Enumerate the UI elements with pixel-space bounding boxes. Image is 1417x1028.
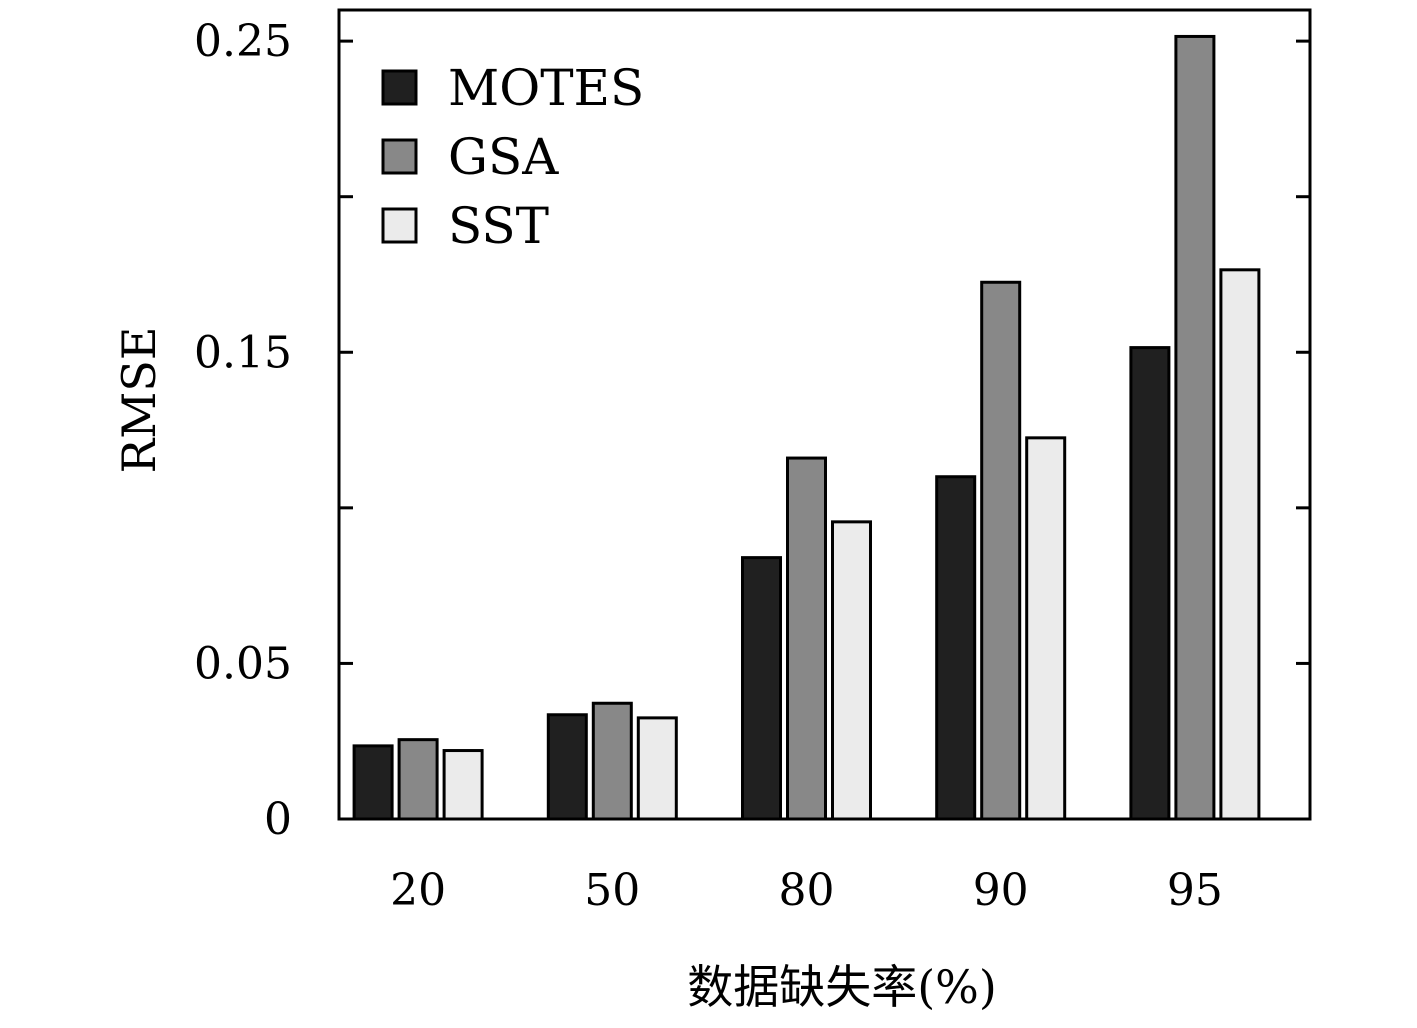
bar-sst-95: [1219, 268, 1261, 821]
bar-gsa-90: [980, 280, 1022, 821]
x-tick-label: 20: [390, 865, 446, 916]
plot-frame: [337, 8, 1312, 821]
bar-motes-50: [546, 713, 588, 821]
bar-motes-90: [935, 475, 977, 821]
legend-label-sst: SST: [448, 197, 549, 255]
ticks-group: 20 50 80 90 95 0 0.05 0.15 0.25: [194, 16, 1310, 916]
x-tick-label: 90: [973, 865, 1029, 916]
legend: MOTES GSA SST: [381, 59, 644, 255]
legend-swatch-sst: [381, 207, 418, 244]
legend-label-motes: MOTES: [448, 59, 644, 117]
y-tick-label: 0.25: [194, 16, 292, 67]
bar-motes-80: [741, 556, 782, 821]
bar-sst-50: [636, 716, 678, 821]
bar-gsa-50: [591, 701, 633, 821]
legend-swatch-motes: [381, 69, 418, 106]
x-tick-label: 50: [584, 865, 640, 916]
bar-sst-20: [442, 749, 484, 821]
bar-gsa-95: [1174, 34, 1216, 821]
x-tick-label: 80: [779, 865, 835, 916]
bar-gsa-80: [786, 456, 827, 821]
legend-swatch-gsa: [381, 138, 418, 175]
y-tick-label: 0.15: [194, 327, 292, 378]
bar-sst-90: [1025, 436, 1067, 821]
bar-sst-80: [831, 520, 872, 821]
y-tick-label: 0: [264, 794, 292, 845]
y-axis-title: RMSE: [112, 327, 166, 474]
legend-label-gsa: GSA: [448, 128, 559, 186]
x-axis-title: 数据缺失率(%): [687, 960, 997, 1014]
x-tick-label: 95: [1167, 865, 1223, 916]
bar-motes-20: [352, 744, 394, 821]
bar-motes-95: [1129, 346, 1171, 821]
bar-gsa-20: [397, 738, 439, 821]
y-tick-label: 0.05: [194, 638, 292, 689]
